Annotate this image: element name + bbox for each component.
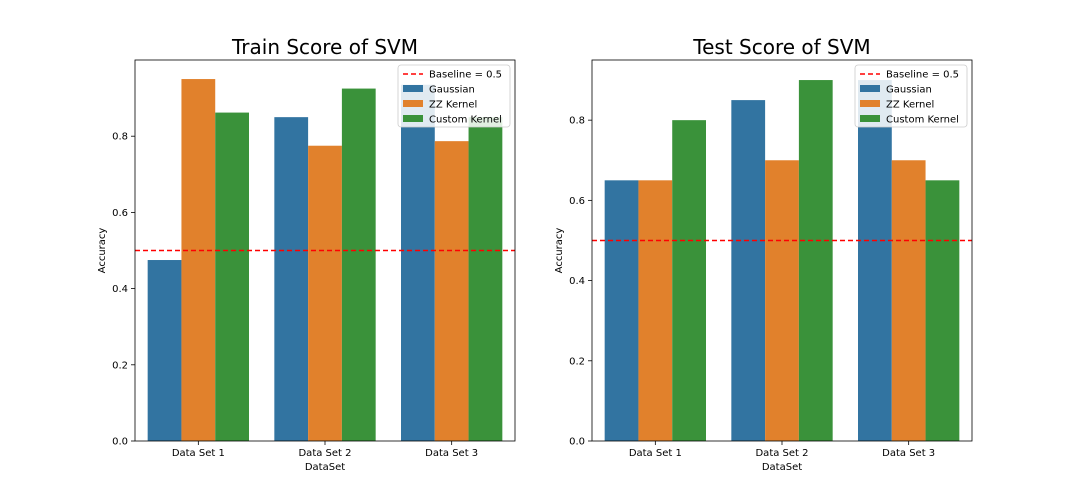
- x-tick-label: Data Set 3: [425, 448, 478, 459]
- bar-zz-kernel-1: [181, 79, 216, 442]
- chart-title: Test Score of SVM: [692, 35, 870, 59]
- legend-label: Custom Kernel: [886, 115, 959, 126]
- legend-swatch: [860, 115, 880, 122]
- y-axis-label: Accuracy: [97, 228, 108, 274]
- y-tick-label: 0.4: [569, 276, 585, 287]
- x-tick-label: Data Set 2: [298, 448, 351, 459]
- y-tick-label: 0.6: [112, 208, 128, 219]
- bar-gaussian-3: [858, 80, 892, 441]
- bar-zz-kernel-1: [638, 180, 673, 441]
- chart-panel-2: Test Score of SVM Data Set 1 Data Set 2 Dat…: [554, 35, 973, 473]
- legend-label: Baseline = 0.5: [429, 70, 502, 81]
- bar-custom-kernel-3: [925, 180, 960, 441]
- legend-label: Baseline = 0.5: [886, 70, 959, 81]
- bar-gaussian-2: [274, 117, 309, 442]
- y-tick-label: 0.2: [112, 360, 128, 371]
- chart-title: Train Score of SVM: [231, 35, 418, 59]
- chart-panel-1: Train Score of SVM Data Set 1 Data Set 2 Da…: [97, 35, 516, 473]
- bar-custom-kernel-1: [215, 112, 249, 441]
- y-tick-label: 0.8: [112, 132, 128, 143]
- axes-frame: [591, 59, 973, 442]
- bar-zz-kernel-2: [765, 160, 799, 441]
- legend-label: ZZ Kernel: [886, 100, 934, 111]
- legend-label: Gaussian: [429, 85, 475, 96]
- bar-custom-kernel-2: [798, 80, 833, 441]
- legend: Baseline = 0.5 Gaussian ZZ Kernel Custom Ke…: [854, 64, 968, 128]
- y-tick-label: 0.0: [112, 437, 128, 448]
- legend-label: ZZ Kernel: [429, 100, 477, 111]
- x-axis-label: DataSet: [305, 462, 345, 473]
- x-tick-label: Data Set 1: [172, 448, 225, 459]
- bar-custom-kernel-3: [468, 117, 503, 442]
- x-tick-label: Data Set 1: [629, 448, 682, 459]
- legend-box: [854, 64, 968, 128]
- bar-zz-kernel-2: [308, 145, 342, 441]
- legend-box: [397, 64, 511, 128]
- y-tick-label: 0.6: [569, 196, 585, 207]
- axes-frame: [134, 59, 516, 442]
- legend-swatch: [860, 85, 880, 92]
- y-tick-label: 0.4: [112, 284, 128, 295]
- bar-gaussian-2: [731, 100, 766, 442]
- y-tick-label: 0.8: [569, 116, 585, 127]
- bar-custom-kernel-2: [341, 88, 376, 441]
- x-tick-label: Data Set 3: [882, 448, 935, 459]
- bar-custom-kernel-1: [672, 120, 706, 441]
- bar-gaussian-1: [604, 180, 639, 441]
- y-tick-label: 0.2: [569, 356, 585, 367]
- x-tick-label: Data Set 2: [755, 448, 808, 459]
- legend-label: Gaussian: [886, 85, 932, 96]
- legend: Baseline = 0.5 Gaussian ZZ Kernel Custom Ke…: [397, 64, 511, 128]
- legend-label: Custom Kernel: [429, 115, 502, 126]
- y-axis-label: Accuracy: [554, 228, 565, 274]
- legend-swatch: [403, 115, 423, 122]
- legend-swatch: [403, 85, 423, 92]
- bar-gaussian-1: [147, 260, 182, 441]
- x-axis-label: DataSet: [762, 462, 802, 473]
- legend-swatch: [403, 100, 423, 107]
- legend-swatch: [860, 100, 880, 107]
- bar-zz-kernel-3: [891, 160, 926, 441]
- bar-gaussian-3: [401, 84, 435, 441]
- bar-zz-kernel-3: [434, 141, 469, 441]
- y-tick-label: 0.0: [569, 437, 585, 448]
